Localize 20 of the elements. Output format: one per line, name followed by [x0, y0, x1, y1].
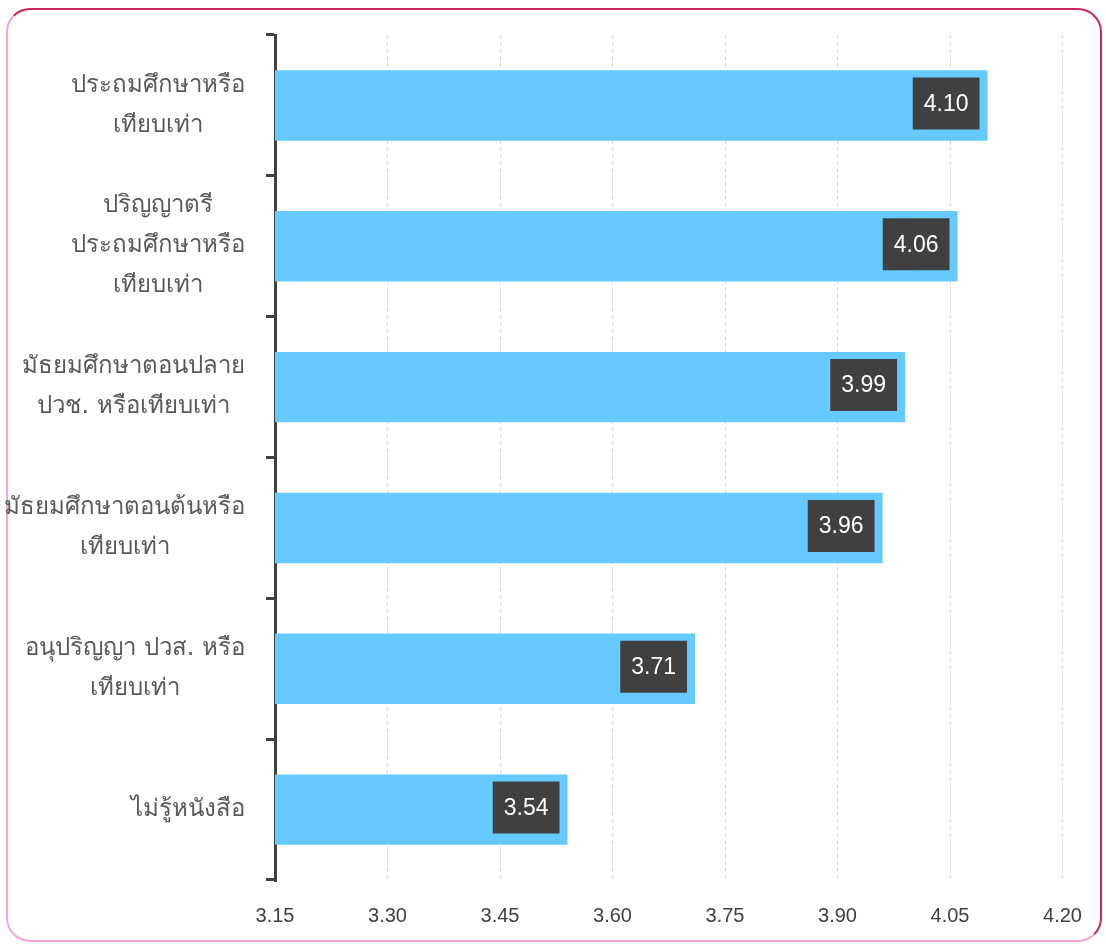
x-tick-label: 4.05 — [930, 903, 970, 926]
y-tick-label: ปริญญาตรี ประถมศึกษาหรือ เทียบเท่า — [71, 190, 245, 299]
data-label: 3.71 — [631, 653, 677, 680]
y-tick-label: ไม่รู้หนังสือ — [129, 793, 245, 823]
x-tick-label: 3.75 — [705, 903, 745, 926]
data-label: 4.06 — [893, 230, 939, 257]
x-tick-label: 4.20 — [1043, 903, 1083, 926]
y-tick-label: ประถมศึกษาหรือ เทียบเท่า — [71, 69, 245, 138]
x-tick-label: 3.90 — [818, 903, 857, 926]
x-tick-label: 3.30 — [368, 903, 407, 926]
x-tick-label: 3.45 — [480, 903, 520, 926]
data-label: 3.99 — [841, 371, 887, 398]
data-label: 3.96 — [818, 512, 864, 539]
y-tick-label: มัธยมศึกษาตอนต้นหรือ เทียบเท่า — [4, 492, 245, 561]
data-label: 4.10 — [923, 89, 969, 116]
y-tick-label: มัธยมศึกษาตอนปลาย ปวช. หรือเทียบเท่า — [22, 351, 245, 420]
data-label: 3.54 — [503, 793, 549, 820]
x-tick-label: 3.15 — [255, 903, 295, 926]
x-tick-label: 3.60 — [593, 903, 632, 926]
y-tick-label: อนุปริญญา ปวส. หรือ เทียบเท่า — [25, 632, 245, 701]
